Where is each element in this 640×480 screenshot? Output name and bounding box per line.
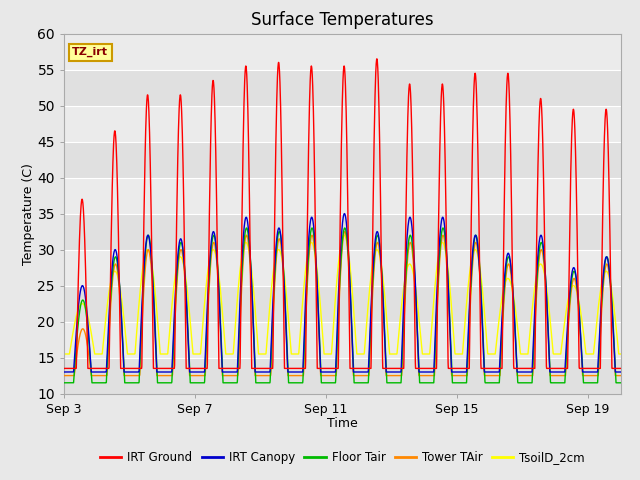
Bar [64,358,621,394]
X-axis label: Time: Time [327,417,358,430]
Text: TZ_irt: TZ_irt [72,47,108,58]
Title: Surface Temperatures: Surface Temperatures [251,11,434,29]
Legend: IRT Ground, IRT Canopy, Floor Tair, Tower TAir, TsoilD_2cm: IRT Ground, IRT Canopy, Floor Tair, Towe… [95,446,589,469]
Bar [64,70,621,106]
Bar [64,286,621,322]
Bar [64,106,621,142]
Y-axis label: Temperature (C): Temperature (C) [22,163,35,264]
Bar [64,214,621,250]
Bar [64,34,621,70]
Bar [64,250,621,286]
Bar [64,178,621,214]
Bar [64,142,621,178]
Bar [64,322,621,358]
